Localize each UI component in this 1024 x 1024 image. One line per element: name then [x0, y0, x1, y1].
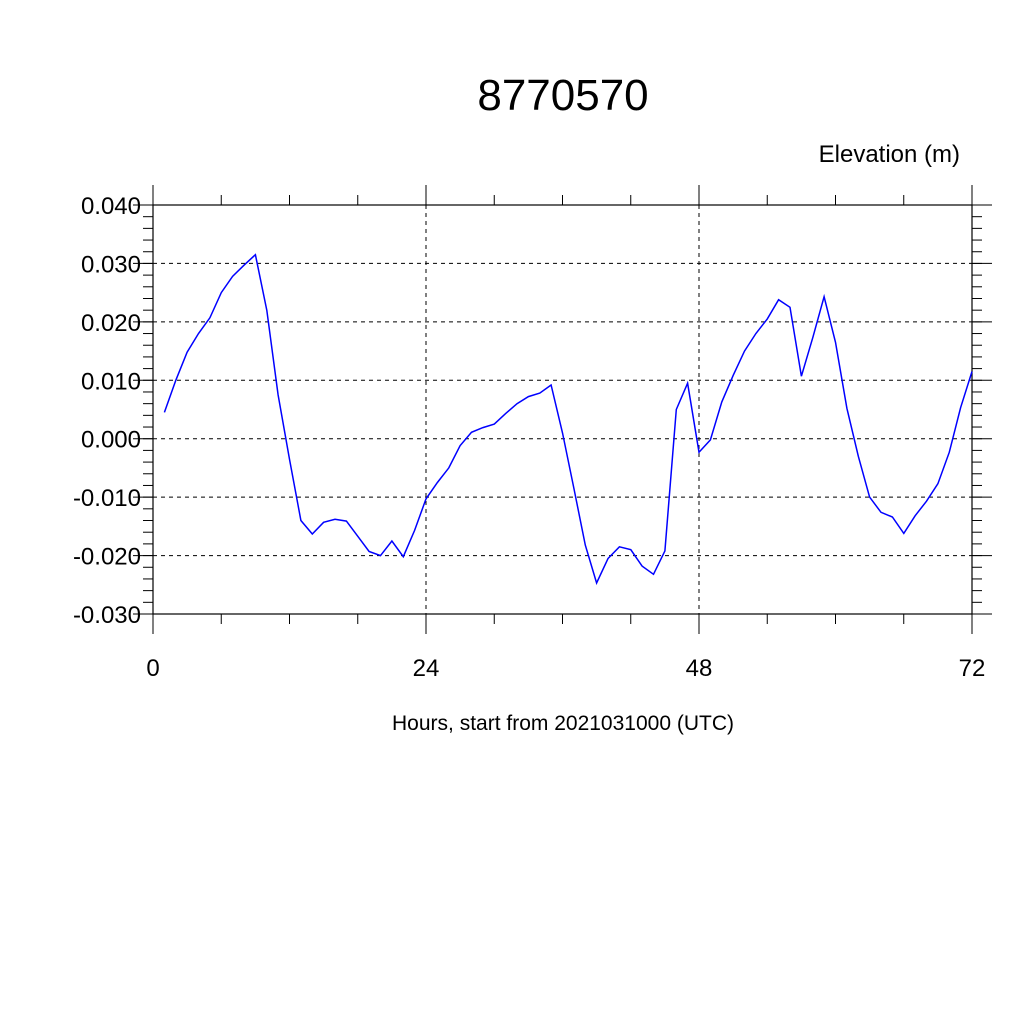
y-axis-label: Elevation (m): [819, 141, 960, 168]
y-tick-label: -0.020: [73, 544, 141, 571]
x-tick-label: 24: [413, 655, 440, 682]
y-tick-label: 0.010: [81, 368, 141, 395]
plot-frame: [152, 204, 973, 615]
grid-lines: [153, 204, 972, 614]
y-tick-label: -0.030: [73, 602, 141, 629]
y-tick-label: 0.030: [81, 251, 141, 278]
y-tick-labels: -0.030 -0.020 -0.010 0.000 0.010 0.020 0.030 0.…: [73, 193, 141, 629]
minor-ticks: [133, 185, 992, 634]
x-tick-label: 0: [146, 655, 159, 682]
chart-title: 8770570: [477, 71, 648, 120]
x-tick-label: 48: [686, 655, 713, 682]
y-tick-label: -0.010: [73, 485, 141, 512]
x-tick-label: 72: [959, 655, 986, 682]
series: [163, 253, 973, 586]
y-tick-label: 0.040: [81, 193, 141, 220]
y-tick-label: 0.000: [81, 427, 141, 454]
series-line: [163, 253, 973, 586]
x-tick-labels: 0 24 48 72: [146, 655, 985, 682]
x-axis-label: Hours, start from 2021031000 (UTC): [392, 712, 734, 735]
y-tick-label: 0.020: [81, 310, 141, 337]
